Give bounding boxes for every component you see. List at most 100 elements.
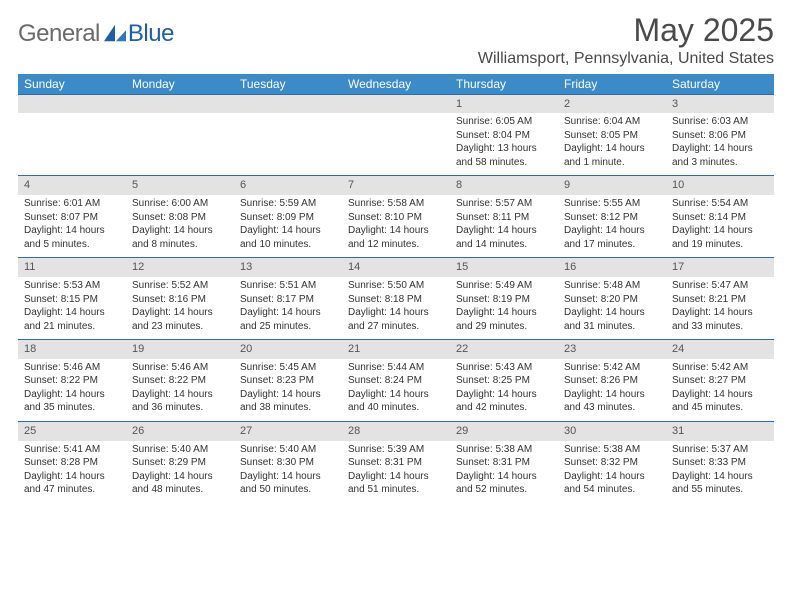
sunset-text: Sunset: 8:12 PM bbox=[564, 211, 660, 225]
daylight-text: Daylight: 14 hours bbox=[348, 306, 444, 320]
day-number-row: 11121314151617 bbox=[18, 258, 774, 277]
day-cell: Sunrise: 5:51 AMSunset: 8:17 PMDaylight:… bbox=[234, 277, 342, 340]
logo: General Blue bbox=[18, 20, 174, 48]
sunrise-text: Sunrise: 5:38 AM bbox=[456, 443, 552, 457]
daylight-text: Daylight: 14 hours bbox=[456, 306, 552, 320]
day-number: 17 bbox=[666, 258, 774, 277]
daylight-text: and 47 minutes. bbox=[24, 483, 120, 497]
day-cell: Sunrise: 5:46 AMSunset: 8:22 PMDaylight:… bbox=[18, 359, 126, 422]
day-cell: Sunrise: 5:50 AMSunset: 8:18 PMDaylight:… bbox=[342, 277, 450, 340]
day-content-row: Sunrise: 5:53 AMSunset: 8:15 PM Daylight:… bbox=[18, 277, 774, 340]
sunrise-text: Sunrise: 5:42 AM bbox=[672, 361, 768, 375]
day-cell: Sunrise: 6:00 AMSunset: 8:08 PMDaylight:… bbox=[126, 195, 234, 258]
daylight-text: and 17 minutes. bbox=[564, 238, 660, 252]
sunrise-text: Sunrise: 5:41 AM bbox=[24, 443, 120, 457]
daylight-text: and 14 minutes. bbox=[456, 238, 552, 252]
sunset-text: Sunset: 8:26 PM bbox=[564, 374, 660, 388]
day-cell: Sunrise: 5:55 AMSunset: 8:12 PMDaylight:… bbox=[558, 195, 666, 258]
sunrise-text: Sunrise: 5:54 AM bbox=[672, 197, 768, 211]
day-number: 14 bbox=[342, 258, 450, 277]
day-cell: Sunrise: 5:43 AMSunset: 8:25 PMDaylight:… bbox=[450, 359, 558, 422]
daylight-text: Daylight: 14 hours bbox=[564, 306, 660, 320]
day-cell: Sunrise: 6:03 AMSunset: 8:06 PMDaylight:… bbox=[666, 113, 774, 176]
day-cell: Sunrise: 5:57 AMSunset: 8:11 PMDaylight:… bbox=[450, 195, 558, 258]
day-number: 31 bbox=[666, 421, 774, 440]
day-number: 16 bbox=[558, 258, 666, 277]
day-number: 13 bbox=[234, 258, 342, 277]
day-number-row: 18192021222324 bbox=[18, 340, 774, 359]
calendar-page: General Blue May 2025 Williamsport, Penn… bbox=[0, 0, 792, 519]
sunset-text: Sunset: 8:18 PM bbox=[348, 293, 444, 307]
day-cell bbox=[342, 113, 450, 176]
sunset-text: Sunset: 8:21 PM bbox=[672, 293, 768, 307]
day-number: 9 bbox=[558, 176, 666, 195]
day-cell: Sunrise: 5:39 AMSunset: 8:31 PMDaylight:… bbox=[342, 441, 450, 503]
sunrise-text: Sunrise: 6:03 AM bbox=[672, 115, 768, 129]
sunset-text: Sunset: 8:06 PM bbox=[672, 129, 768, 143]
sunrise-text: Sunrise: 5:57 AM bbox=[456, 197, 552, 211]
sunset-text: Sunset: 8:10 PM bbox=[348, 211, 444, 225]
daylight-text: Daylight: 14 hours bbox=[672, 470, 768, 484]
sunrise-text: Sunrise: 6:01 AM bbox=[24, 197, 120, 211]
sunset-text: Sunset: 8:33 PM bbox=[672, 456, 768, 470]
sunset-text: Sunset: 8:25 PM bbox=[456, 374, 552, 388]
day-cell: Sunrise: 5:37 AMSunset: 8:33 PMDaylight:… bbox=[666, 441, 774, 503]
sunset-text: Sunset: 8:19 PM bbox=[456, 293, 552, 307]
sunrise-text: Sunrise: 5:51 AM bbox=[240, 279, 336, 293]
weekday-header: Friday bbox=[558, 74, 666, 95]
daylight-text: Daylight: 14 hours bbox=[132, 470, 228, 484]
daylight-text: and 12 minutes. bbox=[348, 238, 444, 252]
sunset-text: Sunset: 8:05 PM bbox=[564, 129, 660, 143]
daylight-text: and 25 minutes. bbox=[240, 320, 336, 334]
day-content-row: Sunrise: 6:05 AMSunset: 8:04 PMDaylight:… bbox=[18, 113, 774, 176]
daylight-text: Daylight: 14 hours bbox=[24, 470, 120, 484]
daylight-text: and 36 minutes. bbox=[132, 401, 228, 415]
daylight-text: and 48 minutes. bbox=[132, 483, 228, 497]
daylight-text: and 1 minute. bbox=[564, 156, 660, 170]
logo-text-general: General bbox=[18, 20, 100, 48]
day-number: 28 bbox=[342, 421, 450, 440]
day-number: 10 bbox=[666, 176, 774, 195]
sunrise-text: Sunrise: 5:44 AM bbox=[348, 361, 444, 375]
day-cell: Sunrise: 5:53 AMSunset: 8:15 PMDaylight:… bbox=[18, 277, 126, 340]
daylight-text: and 10 minutes. bbox=[240, 238, 336, 252]
day-cell: Sunrise: 5:38 AMSunset: 8:31 PMDaylight:… bbox=[450, 441, 558, 503]
day-cell: Sunrise: 5:40 AMSunset: 8:30 PMDaylight:… bbox=[234, 441, 342, 503]
header: General Blue May 2025 Williamsport, Penn… bbox=[18, 14, 774, 68]
daylight-text: Daylight: 13 hours bbox=[456, 142, 552, 156]
sunset-text: Sunset: 8:22 PM bbox=[132, 374, 228, 388]
day-cell: Sunrise: 5:38 AMSunset: 8:32 PMDaylight:… bbox=[558, 441, 666, 503]
sunset-text: Sunset: 8:31 PM bbox=[456, 456, 552, 470]
day-cell: Sunrise: 5:44 AMSunset: 8:24 PMDaylight:… bbox=[342, 359, 450, 422]
daylight-text: and 38 minutes. bbox=[240, 401, 336, 415]
sunrise-text: Sunrise: 5:49 AM bbox=[456, 279, 552, 293]
daylight-text: and 54 minutes. bbox=[564, 483, 660, 497]
daylight-text: and 35 minutes. bbox=[24, 401, 120, 415]
day-number-row: 45678910 bbox=[18, 176, 774, 195]
daylight-text: Daylight: 14 hours bbox=[240, 388, 336, 402]
daylight-text: Daylight: 14 hours bbox=[348, 388, 444, 402]
day-cell bbox=[18, 113, 126, 176]
sunrise-text: Sunrise: 6:05 AM bbox=[456, 115, 552, 129]
sunrise-text: Sunrise: 5:53 AM bbox=[24, 279, 120, 293]
sunset-text: Sunset: 8:29 PM bbox=[132, 456, 228, 470]
sunrise-text: Sunrise: 5:40 AM bbox=[240, 443, 336, 457]
daylight-text: Daylight: 14 hours bbox=[132, 388, 228, 402]
sunset-text: Sunset: 8:31 PM bbox=[348, 456, 444, 470]
sunset-text: Sunset: 8:15 PM bbox=[24, 293, 120, 307]
day-content-row: Sunrise: 5:41 AMSunset: 8:28 PMDaylight:… bbox=[18, 441, 774, 503]
sunset-text: Sunset: 8:23 PM bbox=[240, 374, 336, 388]
daylight-text: Daylight: 14 hours bbox=[348, 224, 444, 238]
daylight-text: and 52 minutes. bbox=[456, 483, 552, 497]
daylight-text: and 21 minutes. bbox=[24, 320, 120, 334]
sunset-text: Sunset: 8:08 PM bbox=[132, 211, 228, 225]
daylight-text: and 50 minutes. bbox=[240, 483, 336, 497]
sunrise-text: Sunrise: 5:52 AM bbox=[132, 279, 228, 293]
daylight-text: Daylight: 14 hours bbox=[240, 306, 336, 320]
day-number: 30 bbox=[558, 421, 666, 440]
sunrise-text: Sunrise: 5:58 AM bbox=[348, 197, 444, 211]
weekday-header: Saturday bbox=[666, 74, 774, 95]
day-cell bbox=[234, 113, 342, 176]
sunrise-text: Sunrise: 5:46 AM bbox=[24, 361, 120, 375]
daylight-text: and 58 minutes. bbox=[456, 156, 552, 170]
